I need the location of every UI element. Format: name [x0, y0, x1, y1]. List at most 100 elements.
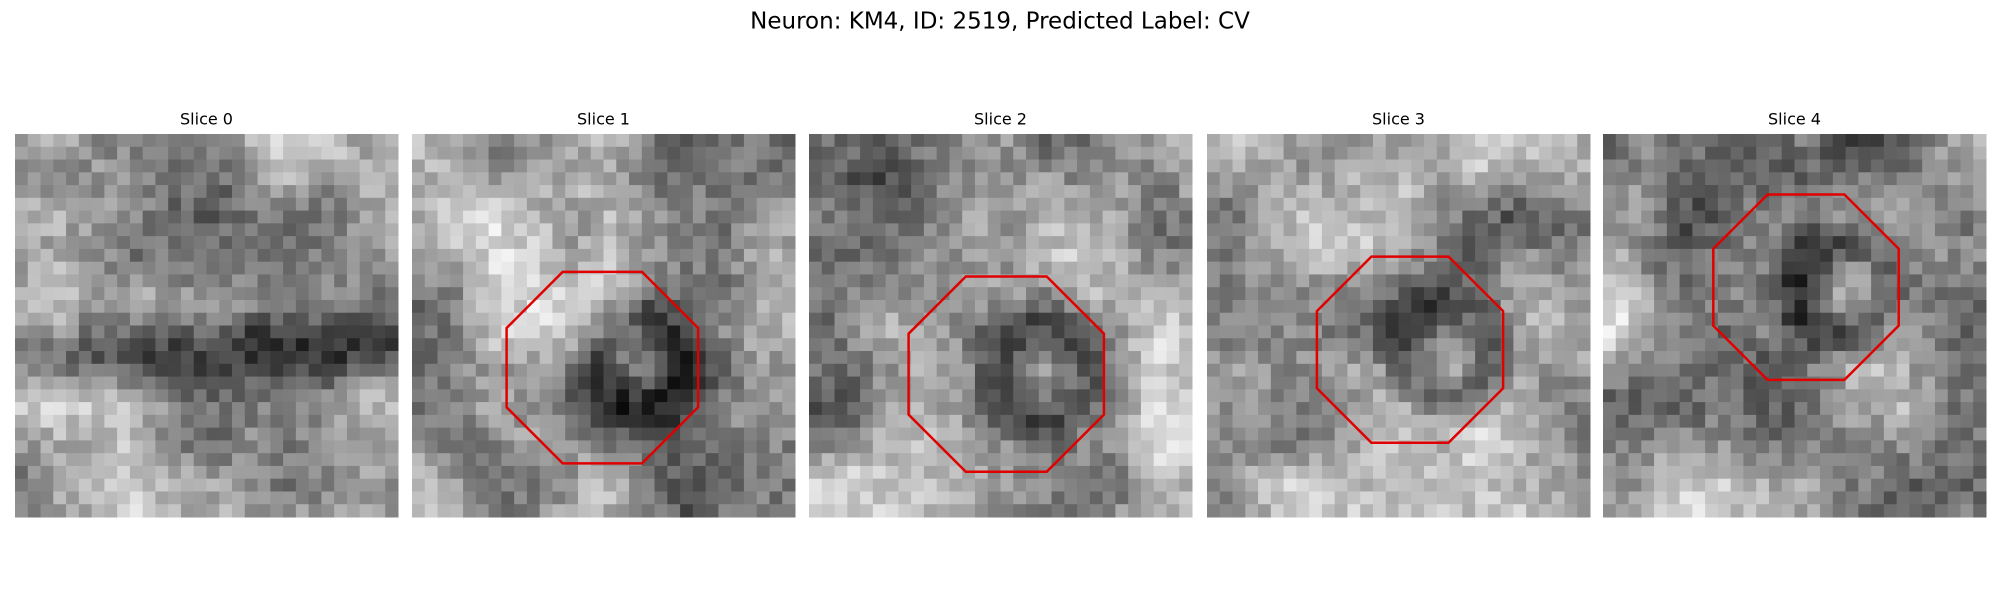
pixel	[1909, 210, 1923, 224]
pixel	[219, 325, 233, 339]
pixel	[1934, 491, 1949, 505]
pixel	[40, 338, 54, 352]
pixel	[1551, 287, 1565, 301]
pixel	[680, 427, 694, 441]
pixel	[1781, 134, 1795, 148]
pixel	[1883, 210, 1898, 224]
pixel	[295, 134, 310, 148]
pixel	[718, 402, 732, 416]
pixel	[654, 376, 668, 390]
pixel	[705, 172, 719, 186]
pixel	[1705, 159, 1719, 173]
pixel	[1064, 504, 1078, 518]
pixel	[1232, 504, 1246, 518]
pixel	[1270, 453, 1285, 467]
pixel	[193, 274, 207, 288]
pixel	[539, 504, 553, 518]
pixel	[180, 223, 195, 237]
pixel	[872, 134, 887, 148]
pixel	[1360, 376, 1374, 390]
pixel	[1845, 172, 1859, 186]
pixel	[488, 414, 502, 429]
pixel	[1654, 210, 1668, 224]
pixel	[295, 248, 310, 263]
pixel	[283, 402, 297, 416]
pixel	[743, 146, 758, 161]
pixel	[168, 236, 182, 250]
pixel	[1717, 287, 1732, 301]
pixel	[168, 146, 182, 161]
pixel	[1462, 185, 1476, 199]
pixel	[117, 134, 131, 148]
pixel	[155, 312, 169, 326]
pixel	[577, 376, 592, 390]
pixel	[1526, 299, 1540, 314]
pixel	[1934, 248, 1949, 263]
pixel	[270, 414, 284, 429]
pixel	[987, 299, 1001, 314]
pixel	[155, 159, 169, 173]
pixel	[206, 248, 220, 263]
pixel	[1232, 389, 1246, 403]
pixel	[603, 376, 617, 390]
pixel	[1102, 274, 1116, 288]
pixel	[834, 504, 848, 518]
pixel	[1666, 274, 1681, 288]
pixel	[1026, 134, 1040, 148]
pixel	[1296, 338, 1310, 352]
pixel	[847, 325, 861, 339]
pixel	[1179, 299, 1193, 314]
pixel	[1603, 414, 1617, 429]
pixel	[898, 223, 912, 237]
pixel	[1153, 491, 1167, 505]
pixel	[1871, 197, 1885, 212]
pixel	[53, 274, 67, 288]
pixel	[437, 197, 451, 212]
pixel	[1462, 504, 1476, 518]
pixel	[641, 453, 656, 467]
pixel	[40, 504, 54, 518]
pixel	[437, 402, 451, 416]
pixel	[1436, 402, 1451, 416]
pixel	[1166, 491, 1180, 505]
pixel	[847, 465, 861, 480]
pixel	[1232, 363, 1246, 378]
pixel	[1436, 287, 1451, 301]
pixel	[1794, 261, 1808, 275]
pixel	[1832, 453, 1847, 467]
pixel	[1641, 172, 1655, 186]
pixel	[1679, 299, 1693, 314]
pixel	[514, 261, 528, 275]
pixel	[385, 312, 399, 326]
pixel	[1283, 312, 1297, 326]
pixel	[809, 299, 823, 314]
pixel	[1922, 465, 1936, 480]
pixel	[1258, 312, 1272, 326]
pixel	[1692, 287, 1706, 301]
pixel	[40, 223, 54, 237]
pixel	[809, 223, 823, 237]
pixel	[1973, 287, 1987, 301]
pixel	[450, 389, 464, 403]
pixel	[1179, 478, 1193, 492]
pixel	[1871, 210, 1885, 224]
pixel	[936, 248, 950, 263]
pixel	[1219, 248, 1234, 263]
pixel	[1026, 351, 1040, 365]
pixel	[1845, 287, 1859, 301]
pixel	[1628, 325, 1642, 339]
pixel	[308, 274, 322, 288]
pixel	[1462, 363, 1476, 378]
pixel	[514, 402, 528, 416]
pixel	[244, 134, 259, 148]
pixel	[155, 453, 169, 467]
pixel	[1960, 210, 1974, 224]
pixel	[1283, 185, 1297, 199]
pixel	[1321, 440, 1336, 454]
pixel	[78, 376, 93, 390]
pixel	[1000, 325, 1014, 339]
pixel	[1232, 325, 1246, 339]
pixel	[1038, 389, 1053, 403]
pixel	[1858, 274, 1872, 288]
pixel	[372, 363, 386, 378]
